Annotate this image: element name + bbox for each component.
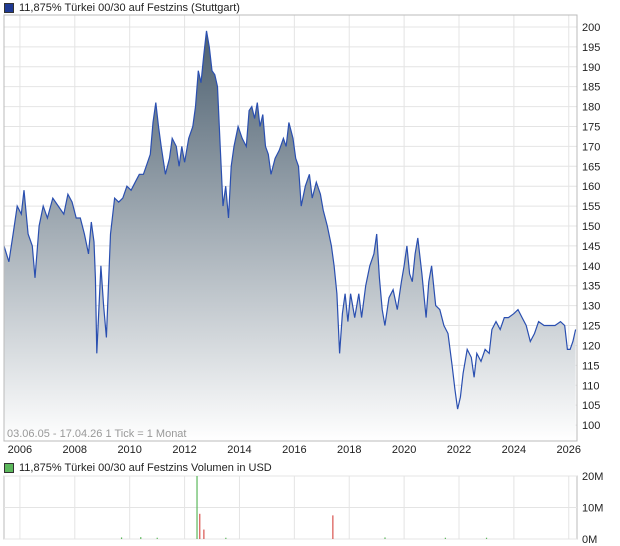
price-y-tick-label: 190: [582, 62, 600, 74]
price-frame: [3, 14, 578, 442]
price-axes: 100 105 110 115 120 125 130 135 140 145 150 155 160 1…: [3, 14, 600, 456]
price-y-tick-label: 120: [582, 340, 600, 352]
price-x-tick-label: 2010: [117, 444, 141, 456]
volume-bar: [485, 537, 488, 539]
price-x-tick-label: 2016: [282, 444, 306, 456]
price-y-tick-label: 140: [582, 261, 600, 273]
volume-bar: [120, 537, 123, 539]
volume-bar: [199, 513, 201, 539]
price-y-tick-label: 180: [582, 102, 600, 114]
volume-bar: [156, 537, 158, 539]
volume-bar: [384, 537, 386, 539]
volume-bars: [120, 476, 488, 539]
price-y-tick-label: 150: [582, 221, 600, 233]
price-x-tick-label: 2018: [337, 444, 361, 456]
price-series-line: [3, 30, 577, 410]
price-y-tick-label: 185: [582, 82, 600, 94]
volume-bar: [225, 537, 227, 539]
price-x-tick-label: 2026: [557, 444, 581, 456]
price-y-tick-label: 100: [582, 420, 600, 432]
price-x-tick-label: 2022: [447, 444, 471, 456]
price-y-tick-label: 175: [582, 121, 600, 133]
price-y-tick-label: 200: [582, 22, 600, 34]
price-y-tick-label: 135: [582, 281, 600, 293]
price-y-tick-label: 110: [582, 380, 600, 392]
price-legend-label: 11,875% Türkei 00/30 auf Festzins (Stutt…: [19, 2, 240, 14]
price-legend-swatch: [4, 3, 14, 13]
volume-bar: [332, 515, 334, 539]
price-y-tick-label: 145: [582, 241, 600, 253]
price-area: [4, 30, 576, 442]
volume-bar: [203, 529, 205, 539]
price-y-tick-label: 155: [582, 201, 600, 213]
price-x-tick-label: 2024: [502, 444, 526, 456]
volume-legend-swatch: [4, 463, 14, 473]
volume-axes: 0M 10M 20M: [582, 471, 603, 546]
price-y-tick-label: 160: [582, 181, 600, 193]
price-y-tick-label: 130: [582, 301, 600, 313]
price-y-tick-label: 170: [582, 141, 600, 153]
volume-bar: [196, 476, 198, 539]
volume-y-tick-label: 0M: [582, 534, 597, 546]
price-x-tick-label: 2012: [172, 444, 196, 456]
price-y-tick-label: 195: [582, 42, 600, 54]
price-x-tick-label: 2014: [227, 444, 251, 456]
price-y-tick-label: 105: [582, 400, 600, 412]
price-y-tick-label: 125: [582, 321, 600, 333]
price-x-tick-label: 2008: [63, 444, 87, 456]
volume-legend: 11,875% Türkei 00/30 auf Festzins Volume…: [4, 461, 272, 475]
price-legend: 11,875% Türkei 00/30 auf Festzins (Stutt…: [4, 1, 240, 15]
volume-grid: [3, 475, 578, 540]
price-area-layer: [3, 30, 577, 442]
volume-y-tick-label: 10M: [582, 503, 603, 515]
price-y-tick-label: 165: [582, 161, 600, 173]
volume-legend-label: 11,875% Türkei 00/30 auf Festzins Volume…: [19, 462, 272, 474]
volume-bar: [444, 537, 446, 539]
price-x-tick-label: 2020: [392, 444, 416, 456]
volume-bar: [140, 537, 142, 539]
volume-y-tick-label: 20M: [582, 471, 603, 483]
price-y-tick-label: 115: [582, 360, 600, 372]
price-x-tick-label: 2006: [8, 444, 32, 456]
info-text: 03.06.05 - 17.04.26 1 Tick = 1 Monat: [7, 428, 186, 440]
